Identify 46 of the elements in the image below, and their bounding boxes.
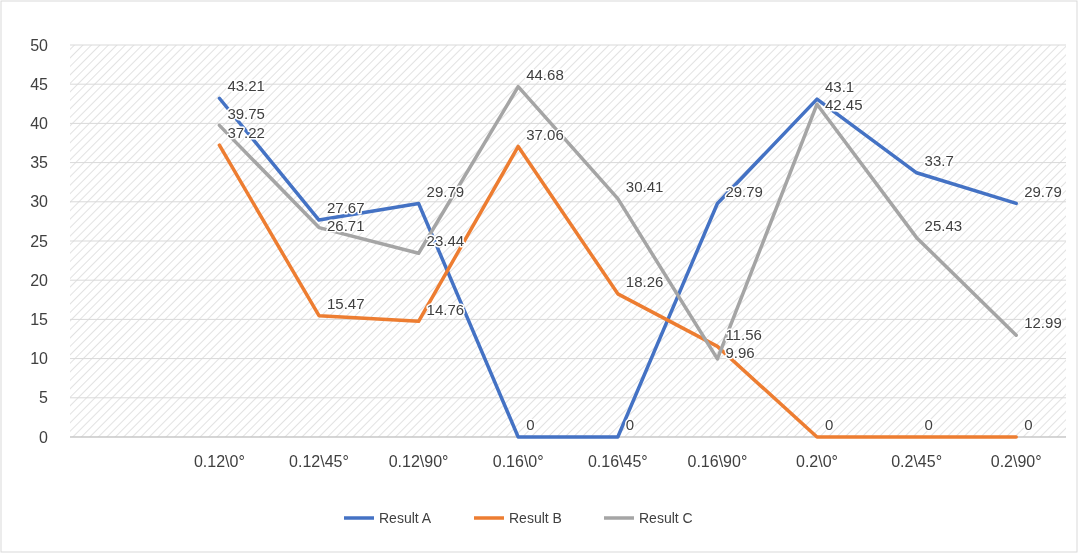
y-tick-label: 45	[30, 75, 49, 93]
data-label: 12.99	[1024, 314, 1062, 332]
data-label: 0	[526, 416, 535, 434]
data-label: 43.1	[825, 78, 855, 96]
data-label: 0	[924, 416, 933, 434]
data-label: 44.68	[526, 65, 564, 83]
data-label: 11.56	[725, 325, 762, 343]
y-tick-label: 15	[30, 311, 49, 328]
data-label: 33.7	[924, 152, 954, 170]
y-tick-label: 30	[30, 193, 49, 211]
data-label: 42.45	[825, 96, 863, 114]
x-tick-label: 0.16\45°	[587, 453, 648, 470]
data-label: 29.79	[426, 182, 465, 200]
y-tick-label: 25	[30, 232, 49, 250]
data-label: 43.21	[227, 77, 265, 95]
data-label: 15.47	[327, 294, 365, 312]
x-tick-label: 0.2\0°	[796, 453, 838, 470]
x-tick-label: 0.12\45°	[289, 453, 349, 470]
data-label: 27.67	[327, 199, 365, 217]
x-tick-label: 0.16\0°	[492, 453, 544, 470]
y-tick-label: 35	[30, 154, 49, 172]
data-label: 30.41	[625, 177, 664, 195]
data-label: 37.06	[526, 125, 564, 143]
data-label: 0	[1024, 416, 1033, 434]
data-label: 29.79	[1024, 182, 1062, 200]
x-tick-label: 0.16\90°	[687, 453, 748, 470]
data-label: 9.96	[725, 343, 755, 361]
data-label: 25.43	[924, 216, 963, 234]
data-label: 0	[625, 416, 635, 434]
y-tick-label: 50	[30, 36, 49, 54]
legend-label: Result C	[639, 509, 693, 526]
data-label: 18.26	[625, 273, 664, 291]
x-tick-label: 0.2\90°	[990, 453, 1042, 470]
y-tick-label: 5	[39, 389, 49, 407]
data-label: 14.76	[426, 300, 465, 318]
y-tick-label: 0	[39, 428, 49, 446]
x-tick-label: 0.12\0°	[193, 453, 245, 470]
legend-label: Result B	[509, 509, 562, 526]
data-label: 26.71	[327, 217, 365, 235]
x-tick-label: 0.12\90°	[388, 453, 449, 470]
y-tick-label: 10	[30, 350, 49, 368]
legend-label: Result A	[379, 509, 432, 526]
y-tick-label: 20	[30, 271, 49, 289]
x-tick-label: 0.2\45°	[891, 453, 943, 470]
y-tick-label: 40	[30, 115, 49, 132]
data-label: 0	[825, 416, 834, 434]
